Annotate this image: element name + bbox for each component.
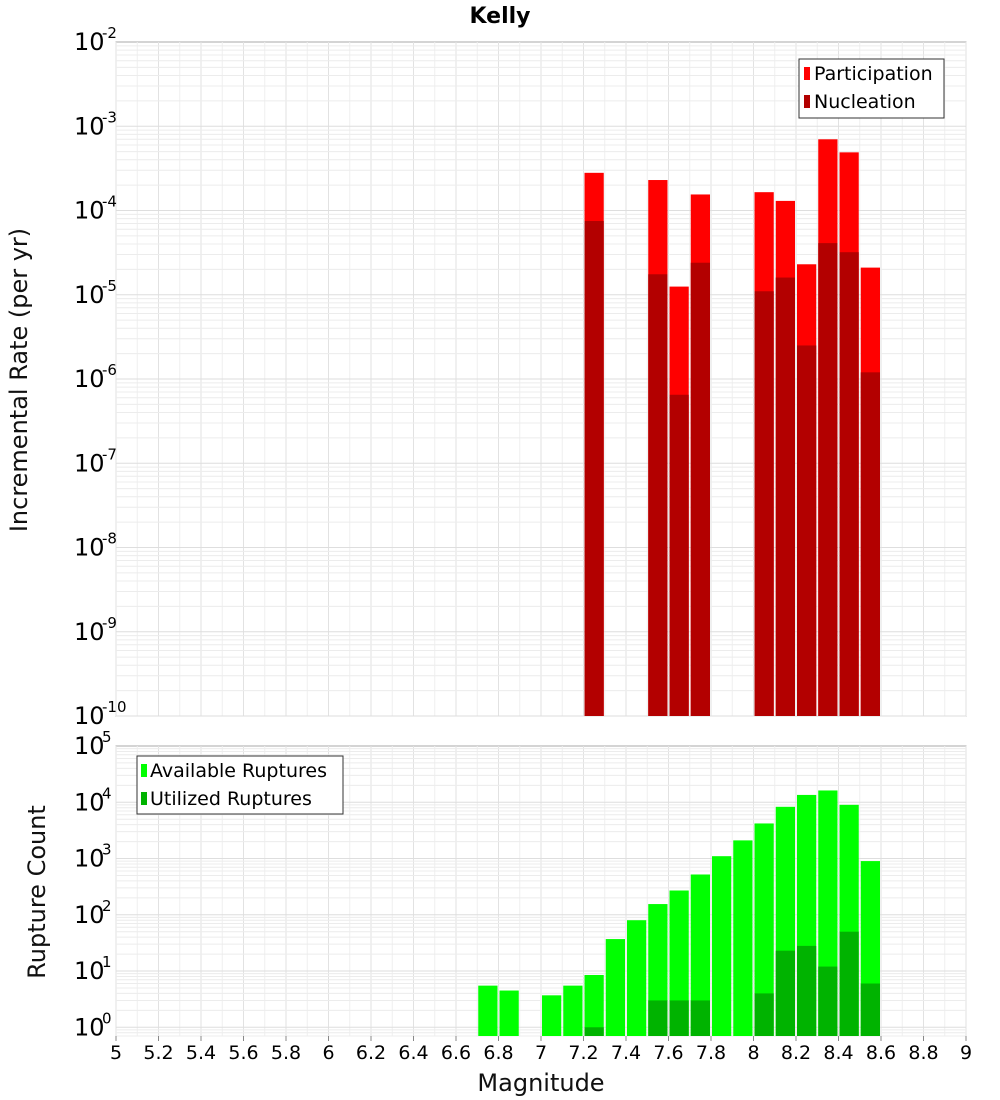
y-tick-label: 104 (74, 784, 112, 816)
count-bar-available-ruptures (605, 939, 625, 1036)
bottom-legend: Available Ruptures Utilized Ruptures (136, 755, 344, 815)
x-tick-label: 6.4 (398, 1042, 428, 1064)
rate-bar-nucleation (818, 243, 838, 716)
count-bar-utilized-ruptures (797, 945, 817, 1036)
count-bar-utilized-ruptures (860, 983, 880, 1036)
y-tick-label: 105 (74, 728, 112, 760)
bottom-y-ticks: 105 104 103 102 101 100 (74, 728, 112, 1041)
x-tick-label: 8.6 (866, 1042, 896, 1064)
x-tick-label: 7.2 (568, 1042, 598, 1064)
bottom-legend-box (136, 755, 344, 815)
x-tick-label: 7.4 (611, 1042, 641, 1064)
count-bar-utilized-ruptures (669, 1000, 689, 1036)
x-tick-label: 6.6 (441, 1042, 471, 1064)
count-bar-utilized-ruptures (754, 993, 774, 1036)
y-tick-label: 10-3 (74, 108, 117, 140)
count-bar-utilized-ruptures (818, 966, 838, 1036)
x-tick-label: 5.4 (186, 1042, 216, 1064)
x-tick-label: 7.8 (696, 1042, 726, 1064)
rate-bar-nucleation (648, 274, 668, 716)
count-bar-available-ruptures (733, 840, 753, 1036)
x-tick-label: 5.8 (271, 1042, 301, 1064)
count-bar-available-ruptures (669, 890, 689, 1036)
top-gridlines (115, 42, 967, 717)
count-bar-utilized-ruptures (775, 950, 795, 1036)
x-ticks: 5 5.2 5.4 5.6 5.8 6 6.2 6.4 6.6 6.8 7 7.2 7.4 7.6 7.8 8… (110, 1036, 972, 1064)
count-bar-utilized-ruptures (839, 931, 859, 1036)
count-bar-available-ruptures (542, 995, 562, 1036)
legend-label-nucleation: Nucleation (814, 91, 916, 113)
rate-bar-nucleation (669, 394, 689, 716)
legend-swatch-nucleation (804, 95, 810, 108)
y-tick-label: 10-9 (74, 614, 117, 646)
count-bar-available-ruptures (584, 974, 604, 1036)
x-tick-label: 8.2 (781, 1042, 811, 1064)
y-tick-label: 101 (74, 953, 112, 985)
x-tick-label: 8.8 (908, 1042, 938, 1064)
x-tick-label: 7.6 (653, 1042, 683, 1064)
x-tick-label: 6 (322, 1042, 334, 1064)
count-bar-available-ruptures (499, 990, 519, 1036)
rate-bar-nucleation (775, 277, 795, 716)
legend-swatch-participation (804, 67, 810, 80)
y-tick-label: 10-8 (74, 530, 117, 562)
x-tick-label: 6.8 (483, 1042, 513, 1064)
x-tick-label: 8 (747, 1042, 759, 1064)
y-tick-label: 10-5 (74, 277, 117, 309)
count-bar-available-ruptures (563, 985, 583, 1036)
count-bar-available-ruptures (690, 874, 710, 1036)
count-bar-available-ruptures (627, 920, 647, 1036)
rate-bar-nucleation (690, 262, 710, 716)
x-tick-label: 8.4 (823, 1042, 853, 1064)
top-legend: Participation Nucleation (798, 58, 945, 119)
bottom-y-axis-label: Rupture Count (23, 805, 51, 979)
legend-label-utilized: Utilized Ruptures (150, 788, 312, 810)
rate-bar-nucleation (584, 221, 604, 716)
x-tick-label: 7 (535, 1042, 547, 1064)
count-bar-utilized-ruptures (690, 1000, 710, 1036)
y-tick-label: 10-2 (74, 24, 117, 56)
x-tick-label: 5.6 (228, 1042, 258, 1064)
count-bar-utilized-ruptures (584, 1027, 604, 1036)
y-tick-label: 10-6 (74, 361, 117, 393)
x-tick-label: 9 (960, 1042, 972, 1064)
legend-swatch-available (141, 764, 147, 777)
legend-swatch-utilized (141, 792, 147, 805)
count-bar-available-ruptures (478, 985, 498, 1036)
x-axis-label: Magnitude (477, 1069, 604, 1097)
count-bar-utilized-ruptures (648, 1000, 668, 1036)
y-tick-label: 10-10 (74, 698, 127, 730)
y-tick-label: 100 (74, 1009, 112, 1041)
x-tick-label: 6.2 (356, 1042, 386, 1064)
x-tick-label: 5 (110, 1042, 122, 1064)
y-tick-label: 102 (74, 897, 112, 929)
x-tick-label: 5.2 (143, 1042, 173, 1064)
count-bar-available-ruptures (754, 823, 774, 1036)
top-y-axis-label: Incremental Rate (per yr) (5, 228, 33, 532)
top-y-ticks: 10-2 10-3 10-4 10-5 10-6 10-7 10-8 10-9 10-10 (74, 24, 127, 730)
legend-label-available: Available Ruptures (150, 760, 327, 782)
legend-label-participation: Participation (814, 63, 933, 85)
y-tick-label: 10-4 (74, 193, 117, 225)
y-tick-label: 103 (74, 841, 112, 873)
y-tick-label: 10-7 (74, 445, 117, 477)
bottom-bars (478, 790, 880, 1036)
rate-bar-nucleation (860, 372, 880, 716)
count-bar-available-ruptures (712, 856, 732, 1036)
rate-bar-nucleation (754, 291, 774, 716)
top-legend-box (798, 58, 945, 119)
rate-bar-nucleation (839, 252, 859, 717)
rate-bar-nucleation (797, 345, 817, 716)
chart-title: Kelly (469, 4, 530, 29)
top-bars (584, 139, 880, 717)
